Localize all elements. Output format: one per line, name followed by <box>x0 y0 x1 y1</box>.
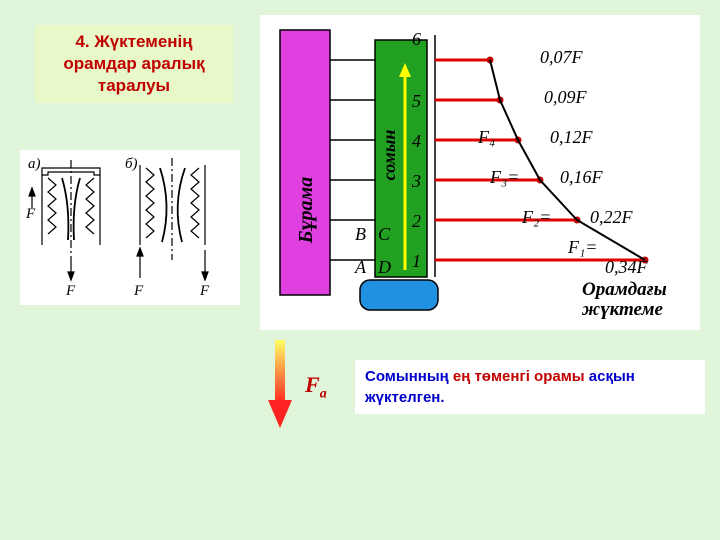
thread-lines <box>330 60 375 260</box>
svg-text:3: 3 <box>411 171 421 191</box>
svg-text:F₄: F₄ <box>477 127 495 147</box>
sketch-a <box>29 160 100 280</box>
svg-text:F₃=: F₃= <box>489 167 519 187</box>
section-title: 4. Жүктеменің орамдар аралық таралуы <box>35 25 233 103</box>
svg-text:2: 2 <box>412 211 421 231</box>
svg-text:5: 5 <box>412 91 421 111</box>
sketch-label-b: б) <box>125 156 138 172</box>
svg-text:0,07F: 0,07F <box>540 47 584 67</box>
svg-text:D: D <box>377 257 391 277</box>
svg-text:F₂=: F₂= <box>521 207 551 227</box>
base-block <box>360 280 438 310</box>
sketch-a-force-down: F <box>65 283 76 299</box>
fa-label: Fa <box>305 372 327 402</box>
bolt-body <box>280 30 330 295</box>
svg-text:B: B <box>355 224 366 244</box>
svg-text:4: 4 <box>412 131 421 151</box>
sketch-b <box>137 158 208 280</box>
xaxis-label-line2: жүктеме <box>581 299 663 320</box>
svg-text:C: C <box>378 224 391 244</box>
load-bars <box>435 60 645 260</box>
fa-arrow <box>260 340 300 430</box>
svg-text:0,16F: 0,16F <box>560 167 604 187</box>
nut-label: сомын <box>379 130 399 181</box>
sketch-b-force2: F <box>199 283 210 299</box>
load-value-labels: 0,07F 0,09F 0,12F F₄ 0,16F F₃= 0,22F F₂=… <box>477 47 649 277</box>
svg-text:0,34F: 0,34F <box>605 257 649 277</box>
load-distribution-diagram: Бұрама сомын 1 2 3 4 5 6 B A C D <box>260 15 700 330</box>
caption: Сомынның ең төменгі орамы асқын жүктелге… <box>355 360 705 414</box>
svg-text:6: 6 <box>412 29 421 49</box>
xaxis-label-line1: Орамдағы <box>582 279 667 300</box>
caption-part1: Сомынның <box>365 368 453 385</box>
sketch-b-force1: F <box>133 283 144 299</box>
svg-text:0,22F: 0,22F <box>590 207 634 227</box>
sketch-a-force-left: F <box>25 206 36 222</box>
sketch-label-a: а) <box>28 156 41 172</box>
bolt-label: Бұрама <box>295 177 317 244</box>
svg-text:1: 1 <box>412 251 421 271</box>
svg-text:A: A <box>354 257 367 277</box>
svg-text:0,12F: 0,12F <box>550 127 594 147</box>
svg-text:0,09F: 0,09F <box>544 87 588 107</box>
caption-part2: ең төменгі орамы <box>453 368 585 385</box>
thread-profile-sketch: а) б) F F F <box>20 150 240 305</box>
svg-text:F₁=: F₁= <box>567 237 597 257</box>
